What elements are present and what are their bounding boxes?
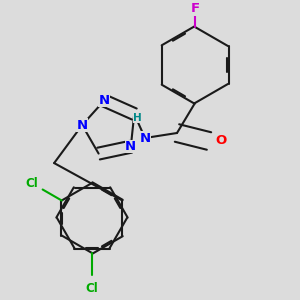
Text: H: H <box>133 113 141 123</box>
Text: N: N <box>140 131 151 145</box>
Text: Cl: Cl <box>25 176 38 190</box>
Text: O: O <box>215 134 226 148</box>
Text: F: F <box>190 2 200 16</box>
Text: N: N <box>125 140 136 153</box>
Text: Cl: Cl <box>85 281 98 295</box>
Text: N: N <box>99 94 110 107</box>
Text: N: N <box>76 118 88 132</box>
